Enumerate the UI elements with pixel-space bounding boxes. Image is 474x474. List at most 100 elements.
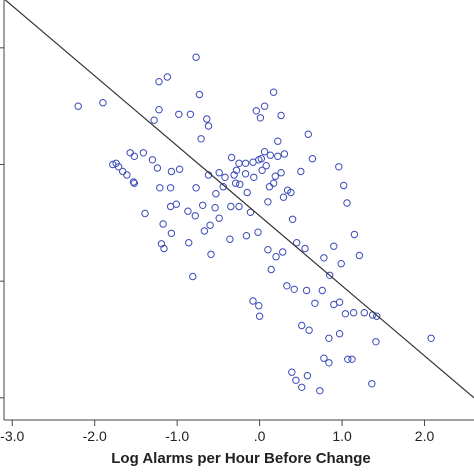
- data-point: [271, 172, 279, 180]
- data-point: [123, 171, 131, 179]
- data-point: [287, 188, 295, 197]
- data-point: [74, 102, 82, 110]
- data-point: [301, 244, 309, 253]
- data-point: [340, 181, 348, 190]
- data-point: [226, 235, 234, 243]
- data-point: [298, 321, 306, 330]
- data-point: [241, 170, 250, 178]
- data-point: [211, 204, 219, 212]
- data-point: [167, 229, 176, 238]
- x-axis-title: Log Alarms per Hour Before Change: [111, 450, 370, 467]
- data-point: [192, 184, 200, 192]
- data-point: [288, 368, 296, 376]
- x-tick-label: -2.0: [83, 428, 107, 444]
- data-point: [99, 99, 107, 107]
- x-tick-label: 2.0: [415, 428, 435, 444]
- data-point: [241, 159, 250, 168]
- data-point: [252, 107, 260, 115]
- data-point: [279, 248, 287, 256]
- data-point: [215, 214, 223, 222]
- data-point: [360, 309, 368, 317]
- data-point: [258, 166, 266, 175]
- data-point: [260, 148, 269, 156]
- data-point: [130, 179, 139, 187]
- data-point: [343, 199, 351, 207]
- data-point: [114, 163, 123, 171]
- data-point: [156, 184, 164, 192]
- data-point: [283, 282, 291, 290]
- data-point: [368, 380, 376, 388]
- data-point: [197, 135, 205, 143]
- data-point: [166, 184, 175, 192]
- data-points: [74, 53, 435, 395]
- data-point: [272, 253, 280, 261]
- data-point: [373, 312, 381, 320]
- data-point: [155, 78, 163, 86]
- data-point: [267, 265, 275, 274]
- data-point: [274, 152, 282, 161]
- data-point: [199, 201, 207, 210]
- data-point: [335, 330, 344, 338]
- data-point: [189, 272, 197, 281]
- data-point: [269, 88, 278, 96]
- data-point: [326, 271, 334, 279]
- data-point: [274, 137, 282, 145]
- data-point: [219, 183, 228, 191]
- data-point: [212, 190, 220, 198]
- data-point: [236, 180, 244, 189]
- data-point: [318, 286, 326, 295]
- x-axis-ticks: -3.0 -2.0 -1.0 .0 1.0 2.0: [0, 420, 434, 444]
- data-point: [167, 167, 176, 176]
- data-point: [256, 114, 265, 122]
- data-point: [243, 188, 251, 197]
- data-point: [246, 208, 255, 217]
- data-point: [195, 90, 204, 99]
- data-point: [277, 111, 285, 120]
- data-point: [297, 167, 305, 176]
- data-point: [290, 285, 298, 293]
- data-point: [204, 122, 213, 130]
- data-point: [191, 212, 200, 220]
- data-point: [303, 372, 312, 380]
- data-point: [349, 309, 358, 317]
- data-point: [160, 244, 168, 253]
- data-point: [293, 239, 301, 247]
- data-point: [155, 106, 163, 114]
- data-point: [355, 251, 364, 260]
- data-point: [277, 169, 285, 177]
- data-point: [254, 228, 262, 236]
- data-point: [139, 149, 148, 157]
- data-point: [266, 151, 274, 159]
- data-point: [260, 102, 269, 110]
- data-point: [344, 355, 352, 363]
- regression-line: [4, 0, 474, 399]
- data-point: [255, 302, 263, 310]
- data-point: [232, 179, 240, 187]
- data-point: [175, 165, 184, 173]
- data-point: [265, 183, 274, 191]
- data-point: [279, 193, 288, 201]
- data-point: [150, 116, 158, 124]
- data-point: [172, 200, 181, 208]
- data-point: [304, 130, 312, 138]
- data-point: [292, 376, 300, 384]
- data-point: [232, 166, 241, 175]
- data-point: [200, 227, 209, 235]
- data-point: [184, 207, 192, 215]
- data-point: [130, 152, 139, 161]
- data-point: [320, 354, 328, 362]
- data-point: [207, 250, 215, 259]
- data-point: [249, 297, 257, 305]
- data-point: [335, 298, 344, 306]
- data-point: [262, 162, 270, 170]
- data-point: [227, 202, 235, 211]
- data-point: [298, 383, 306, 391]
- data-point: [311, 299, 319, 307]
- data-point: [148, 156, 157, 164]
- data-point: [192, 53, 200, 61]
- data-point: [153, 164, 162, 172]
- data-point: [264, 198, 272, 206]
- data-point: [175, 110, 183, 119]
- x-tick-label: -1.0: [165, 428, 189, 444]
